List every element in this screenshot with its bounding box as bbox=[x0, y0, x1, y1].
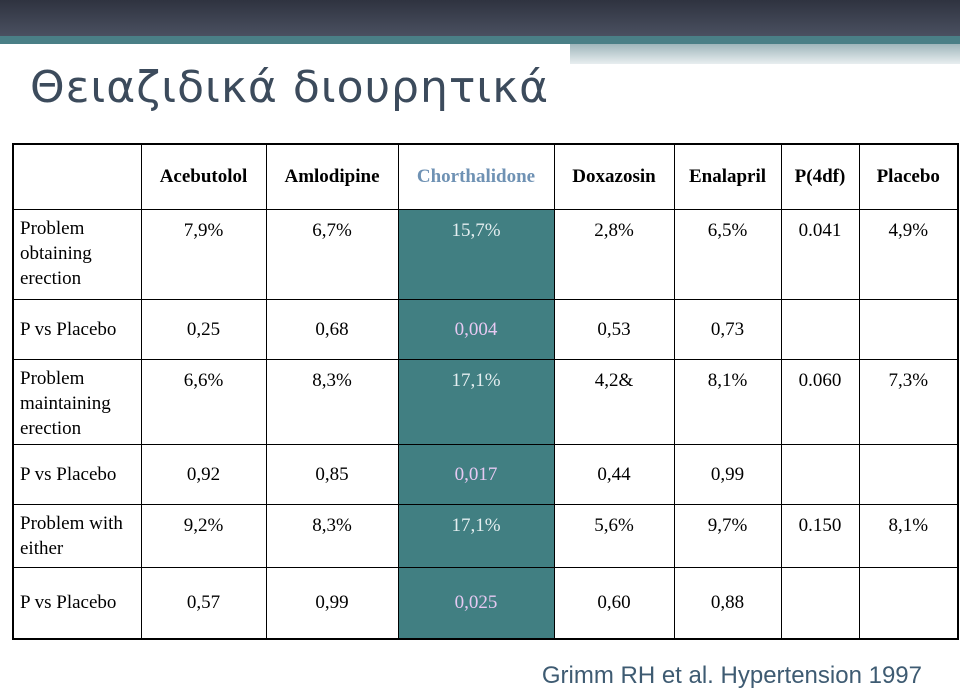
table-cell: 0,004 bbox=[397, 299, 555, 360]
table-row: Problem with either 9,2% 8,3% 17,1% 5,6% 9,7%… bbox=[12, 504, 959, 568]
table-cell: 6,6% bbox=[140, 359, 267, 445]
corner-cell bbox=[12, 143, 142, 210]
table-row: P vs Placebo 0,92 0,85 0,017 0,44 0,99 bbox=[12, 444, 959, 505]
row-label: Problem obtaining erection bbox=[12, 209, 142, 300]
table-cell: 0,57 bbox=[140, 567, 267, 639]
table-cell: 0,92 bbox=[140, 444, 267, 505]
table-cell: 0,99 bbox=[673, 444, 782, 505]
column-header: P(4df) bbox=[780, 143, 860, 210]
table-cell: 0.060 bbox=[780, 359, 860, 445]
table-cell: 0,53 bbox=[553, 299, 675, 360]
table-row: P vs Placebo 0,57 0,99 0,025 0,60 0,88 bbox=[12, 567, 959, 639]
empty-cell bbox=[858, 567, 959, 639]
table-row: P vs Placebo 0,25 0,68 0,004 0,53 0,73 bbox=[12, 299, 959, 360]
empty-cell bbox=[858, 444, 959, 505]
table-cell: 0,85 bbox=[265, 444, 399, 505]
top-bar bbox=[0, 0, 960, 36]
table-cell: 0,25 bbox=[140, 299, 267, 360]
table-cell: 0,99 bbox=[265, 567, 399, 639]
empty-cell bbox=[858, 299, 959, 360]
row-label: Problem maintaining erection bbox=[12, 359, 142, 445]
table-cell: 15,7% bbox=[397, 209, 555, 300]
table-cell: 0,68 bbox=[265, 299, 399, 360]
table-row: Problem obtaining erection 7,9% 6,7% 15,7% 2… bbox=[12, 209, 959, 300]
table-cell: 0,025 bbox=[397, 567, 555, 639]
table-cell: 2,8% bbox=[553, 209, 675, 300]
empty-cell bbox=[780, 444, 860, 505]
table-cell: 0,017 bbox=[397, 444, 555, 505]
column-header: Placebo bbox=[858, 143, 959, 210]
table-cell: 9,7% bbox=[673, 504, 782, 568]
table-cell: 0.150 bbox=[780, 504, 860, 568]
table-cell: 0.041 bbox=[780, 209, 860, 300]
table-cell: 17,1% bbox=[397, 359, 555, 445]
table-cell: 6,5% bbox=[673, 209, 782, 300]
table-cell: 0,60 bbox=[553, 567, 675, 639]
table-row: Problem maintaining erection 6,6% 8,3% 17,1… bbox=[12, 359, 959, 445]
table-cell: 0,73 bbox=[673, 299, 782, 360]
table-cell: 6,7% bbox=[265, 209, 399, 300]
table-cell: 0,44 bbox=[553, 444, 675, 505]
column-header: Enalapril bbox=[673, 143, 782, 210]
table-cell: 0,88 bbox=[673, 567, 782, 639]
table-cell: 7,9% bbox=[140, 209, 267, 300]
table-cell: 8,1% bbox=[673, 359, 782, 445]
row-label: P vs Placebo bbox=[12, 567, 142, 639]
column-header: Acebutolol bbox=[140, 143, 267, 210]
table-cell: 7,3% bbox=[858, 359, 959, 445]
table-cell: 4,9% bbox=[858, 209, 959, 300]
empty-cell bbox=[780, 299, 860, 360]
row-label: P vs Placebo bbox=[12, 444, 142, 505]
column-header: Amlodipine bbox=[265, 143, 399, 210]
table-cell: 8,1% bbox=[858, 504, 959, 568]
row-label: Problem with either bbox=[12, 504, 142, 568]
row-label: P vs Placebo bbox=[12, 299, 142, 360]
table-cell: 8,3% bbox=[265, 504, 399, 568]
data-table: Acebutolol Amlodipine Chorthalidone Doxazos… bbox=[12, 143, 959, 640]
slide-title: Θειαζιδικά διουρητικά bbox=[30, 62, 550, 113]
table-cell: 9,2% bbox=[140, 504, 267, 568]
column-header: Chorthalidone bbox=[397, 143, 555, 210]
empty-cell bbox=[780, 567, 860, 639]
table-cell: 5,6% bbox=[553, 504, 675, 568]
column-header: Doxazosin bbox=[553, 143, 675, 210]
table-cell: 17,1% bbox=[397, 504, 555, 568]
table-cell: 4,2& bbox=[553, 359, 675, 445]
accent-band bbox=[570, 44, 960, 64]
header-row: Acebutolol Amlodipine Chorthalidone Doxazos… bbox=[12, 143, 959, 210]
citation: Grimm RH et al. Hypertension 1997 bbox=[541, 662, 922, 689]
table-cell: 8,3% bbox=[265, 359, 399, 445]
accent-band bbox=[0, 36, 960, 44]
